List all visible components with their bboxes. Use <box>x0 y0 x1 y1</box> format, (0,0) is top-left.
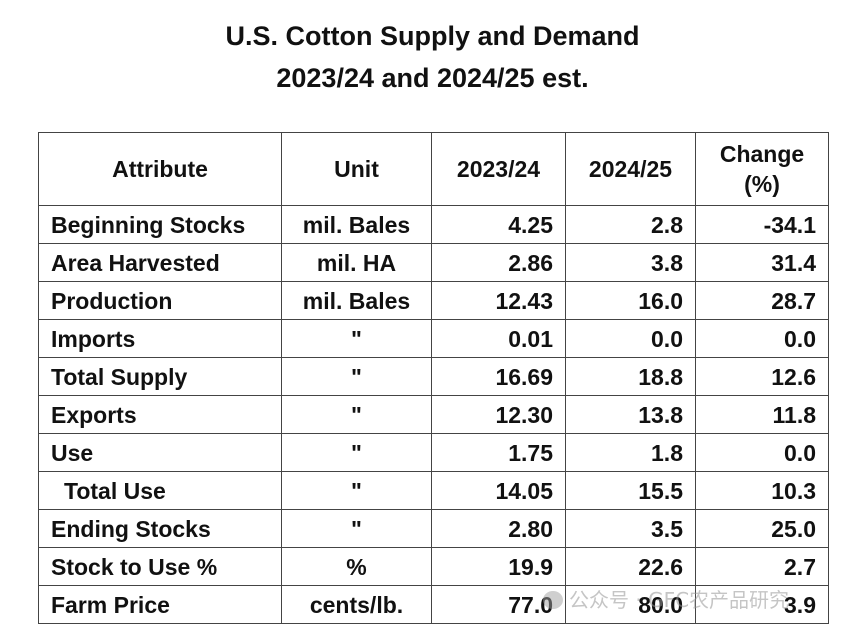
cell-unit: " <box>281 357 432 396</box>
table-body: Beginning Stocks mil. Bales 4.25 2.8 -34.1 Ar… <box>38 205 829 624</box>
cell-attribute: Area Harvested <box>38 243 282 282</box>
cell-attribute: Exports <box>38 395 282 434</box>
title-line-2: 2023/24 and 2024/25 est. <box>276 63 589 93</box>
cell-2023-24: 16.69 <box>431 357 566 396</box>
cell-attribute: Total Supply <box>38 357 282 396</box>
table-row: Beginning Stocks mil. Bales 4.25 2.8 -34.1 <box>38 205 829 244</box>
table-row: Imports " 0.01 0.0 0.0 <box>38 319 829 358</box>
cell-change: 11.8 <box>695 395 829 434</box>
cell-2024-25: 0.0 <box>565 319 696 358</box>
table-row: Ending Stocks " 2.80 3.5 25.0 <box>38 509 829 548</box>
header-change-line1: Change <box>719 141 805 167</box>
header-change-line2: (%) <box>744 171 780 197</box>
cell-2024-25: 1.8 <box>565 433 696 472</box>
cell-2024-25: 3.5 <box>565 509 696 548</box>
table-row: Total Supply " 16.69 18.8 12.6 <box>38 357 829 396</box>
cell-2024-25: 80.0 <box>565 585 696 624</box>
cell-change: 0.0 <box>695 433 829 472</box>
table-row: Total Use " 14.05 15.5 10.3 <box>38 471 829 510</box>
cell-unit: " <box>281 433 432 472</box>
supply-demand-table: Attribute Unit 2023/24 2024/25 Change (%… <box>38 132 829 624</box>
header-2023-24: 2023/24 <box>431 132 566 206</box>
cell-change: 12.6 <box>695 357 829 396</box>
cell-change: 0.0 <box>695 319 829 358</box>
cell-unit: " <box>281 471 432 510</box>
cell-2024-25: 2.8 <box>565 205 696 244</box>
title-line-1: U.S. Cotton Supply and Demand <box>225 21 640 51</box>
cell-attribute: Ending Stocks <box>38 509 282 548</box>
table-row: Area Harvested mil. HA 2.86 3.8 31.4 <box>38 243 829 282</box>
cell-2023-24: 12.30 <box>431 395 566 434</box>
table-row: Exports " 12.30 13.8 11.8 <box>38 395 829 434</box>
cell-2024-25: 3.8 <box>565 243 696 282</box>
cell-2024-25: 16.0 <box>565 281 696 320</box>
cell-change: 10.3 <box>695 471 829 510</box>
cell-attribute: Use <box>38 433 282 472</box>
cell-attribute: Beginning Stocks <box>38 205 282 244</box>
cell-2023-24: 0.01 <box>431 319 566 358</box>
table-header-row: Attribute Unit 2023/24 2024/25 Change (%… <box>38 132 829 206</box>
cell-unit: mil. Bales <box>281 205 432 244</box>
cell-attribute: Total Use <box>38 471 282 510</box>
cell-2023-24: 2.80 <box>431 509 566 548</box>
cell-unit: % <box>281 547 432 586</box>
cell-change: -34.1 <box>695 205 829 244</box>
table-row: Farm Price cents/lb. 77.0 80.0 3.9 <box>38 585 829 624</box>
cell-2023-24: 14.05 <box>431 471 566 510</box>
cell-unit: mil. Bales <box>281 281 432 320</box>
cell-2024-25: 18.8 <box>565 357 696 396</box>
cell-2023-24: 1.75 <box>431 433 566 472</box>
table-row: Production mil. Bales 12.43 16.0 28.7 <box>38 281 829 320</box>
header-2024-25: 2024/25 <box>565 132 696 206</box>
cell-2023-24: 77.0 <box>431 585 566 624</box>
cell-change: 31.4 <box>695 243 829 282</box>
cell-attribute: Stock to Use % <box>38 547 282 586</box>
cell-2024-25: 13.8 <box>565 395 696 434</box>
cell-attribute: Imports <box>38 319 282 358</box>
cell-2023-24: 19.9 <box>431 547 566 586</box>
cell-2024-25: 22.6 <box>565 547 696 586</box>
cell-attribute: Production <box>38 281 282 320</box>
table-row: Stock to Use %% 19.9 22.6 2.7 <box>38 547 829 586</box>
cell-unit: mil. HA <box>281 243 432 282</box>
header-unit: Unit <box>281 132 432 206</box>
cell-unit: " <box>281 319 432 358</box>
header-attribute: Attribute <box>38 132 282 206</box>
cell-change: 3.9 <box>695 585 829 624</box>
cell-2023-24: 2.86 <box>431 243 566 282</box>
header-change: Change (%) <box>695 132 829 206</box>
cell-2024-25: 15.5 <box>565 471 696 510</box>
table-row: Use " 1.75 1.8 0.0 <box>38 433 829 472</box>
cell-change: 2.7 <box>695 547 829 586</box>
cell-2023-24: 4.25 <box>431 205 566 244</box>
cell-change: 25.0 <box>695 509 829 548</box>
cell-unit: cents/lb. <box>281 585 432 624</box>
cell-unit: " <box>281 509 432 548</box>
cell-attribute: Farm Price <box>38 585 282 624</box>
cell-2023-24: 12.43 <box>431 281 566 320</box>
cell-change: 28.7 <box>695 281 829 320</box>
cell-unit: " <box>281 395 432 434</box>
